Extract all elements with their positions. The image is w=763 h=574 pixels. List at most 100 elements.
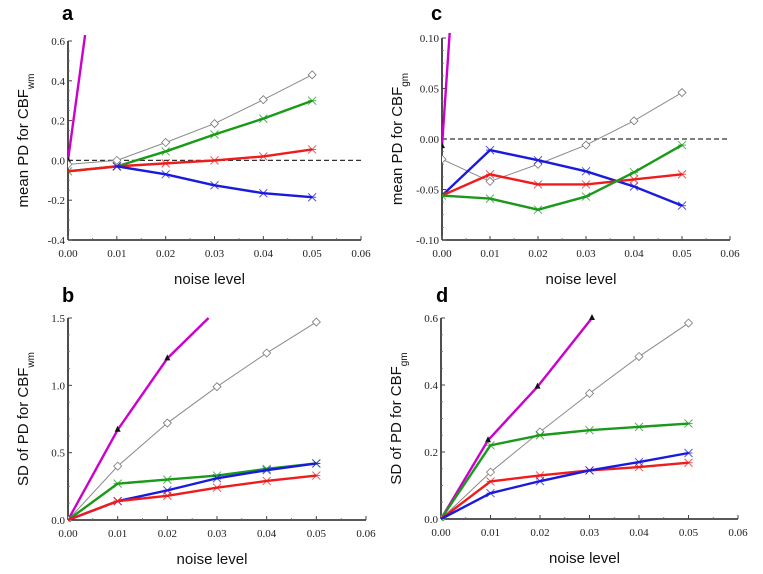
data-point-magenta	[534, 382, 541, 389]
y-tick-label: -0.2	[48, 195, 65, 207]
x-tick-label: 0.00	[432, 248, 452, 260]
data-point-green	[677, 140, 687, 150]
marker-stroke	[68, 170, 73, 176]
data-point-green	[485, 194, 495, 203]
data-point-gray	[113, 461, 123, 471]
data-point-magenta	[485, 436, 492, 443]
data-point-gray	[209, 119, 220, 129]
x-tick-label: 0.03	[580, 527, 600, 539]
data-point-green	[581, 192, 591, 201]
y-axis-title: mean PD for CBFgm	[389, 73, 411, 205]
x-tick-label: 0.03	[207, 528, 227, 540]
data-point-magenta	[442, 142, 445, 149]
data-point-red	[486, 477, 495, 486]
panel-letter: a	[62, 3, 74, 25]
data-point-blue	[684, 448, 693, 458]
x-tick-label: 0.06	[356, 528, 376, 540]
data-point-blue	[581, 166, 591, 176]
y-axis-title-main: SD of PD for CBF	[15, 368, 32, 486]
data-point-blue	[634, 457, 644, 467]
series-line-red	[68, 474, 317, 522]
series-group	[441, 314, 694, 521]
y-tick-label: 0.4	[424, 380, 438, 392]
y-axis-title-main: mean PD for CBF	[389, 87, 406, 205]
x-tick-label: 0.04	[254, 248, 274, 260]
x-axis-title: noise level	[177, 551, 248, 568]
series-line-magenta	[68, 34, 87, 161]
data-point-gray	[307, 70, 317, 80]
data-point-blue	[307, 192, 317, 202]
data-point-gray	[677, 87, 687, 98]
data-point-red	[629, 175, 639, 184]
data-point-blue	[112, 162, 122, 171]
data-point-blue	[262, 465, 272, 475]
data-point-blue	[585, 466, 594, 475]
x-tick-label: 0.05	[679, 527, 699, 539]
y-tick-label: 0.0	[424, 514, 438, 526]
data-point-gray	[581, 140, 591, 150]
data-point-gray	[258, 95, 268, 105]
data-point-gray	[212, 382, 222, 392]
panel-letter: b	[62, 285, 74, 307]
y-axis-title: SD of PD for CBFgm	[388, 352, 410, 484]
marker-stroke	[68, 515, 73, 521]
data-point-gray	[584, 388, 595, 398]
data-point-red	[307, 145, 317, 154]
data-point-green	[684, 419, 693, 428]
y-tick-label: 0.5	[51, 448, 65, 460]
x-tick-label: 0.02	[530, 527, 549, 539]
data-point-green	[258, 114, 268, 123]
data-point-green	[486, 440, 495, 450]
data-point-gray	[68, 159, 73, 169]
y-tick-label: 0.0	[51, 155, 65, 167]
series-line-blue	[116, 165, 313, 199]
data-point-blue	[486, 488, 495, 498]
y-tick-label: 0.6	[51, 36, 65, 48]
data-point-green	[162, 475, 172, 484]
data-point-green	[442, 191, 447, 200]
data-point-magenta	[588, 314, 595, 320]
y-axis-title-main: mean PD for CBF	[15, 89, 32, 207]
data-point-gray	[112, 155, 122, 165]
data-point-green	[634, 422, 644, 432]
y-axis-title-subscript: wm	[26, 74, 37, 91]
y-tick-label: 0.2	[424, 447, 438, 459]
marker-stroke	[442, 194, 447, 200]
y-tick-label: 1.0	[51, 380, 65, 392]
panel-letter: d	[436, 285, 448, 307]
data-point-green	[629, 167, 639, 177]
x-tick-label: 0.01	[480, 248, 499, 260]
y-tick-label: 0.0	[51, 515, 65, 527]
y-axis-title-main: SD of PD for CBF	[388, 366, 405, 484]
y-tick-label: 0.4	[51, 76, 65, 88]
data-point-red	[210, 156, 219, 165]
x-tick-label: 0.01	[108, 528, 127, 540]
series-line-blue	[441, 451, 689, 521]
x-tick-label: 0.06	[720, 248, 740, 260]
series-line-magenta	[442, 32, 451, 147]
marker-stroke	[68, 166, 73, 173]
data-point-red	[162, 491, 172, 501]
x-tick-label: 0.03	[205, 248, 225, 260]
x-tick-label: 0.04	[257, 528, 277, 540]
series-group	[68, 34, 317, 202]
panel-letter: c	[431, 3, 442, 25]
data-point-gray	[683, 318, 694, 328]
x-axis-title: noise level	[549, 550, 620, 567]
series-line-gray	[442, 92, 683, 182]
data-point-gray	[262, 348, 272, 358]
x-tick-label: 0.02	[156, 248, 175, 260]
y-tick-label: -0.10	[416, 235, 439, 247]
y-axis-title: SD of PD for CBFwm	[15, 352, 37, 486]
data-point-blue	[629, 182, 639, 191]
panel-a: a 0.00 0.01 0.02 0.03 0.04 0.05 0.06 -0.4 -0.2 0.0…	[15, 3, 371, 288]
data-point-red	[684, 458, 693, 468]
x-tick-label: 0.06	[351, 248, 371, 260]
data-point-gray	[311, 317, 321, 327]
x-tick-label: 0.05	[672, 248, 692, 260]
y-tick-label: 1.5	[51, 313, 65, 325]
x-tick-label: 0.00	[431, 527, 451, 539]
x-tick-label: 0.03	[576, 248, 596, 260]
data-point-gray	[629, 116, 639, 126]
